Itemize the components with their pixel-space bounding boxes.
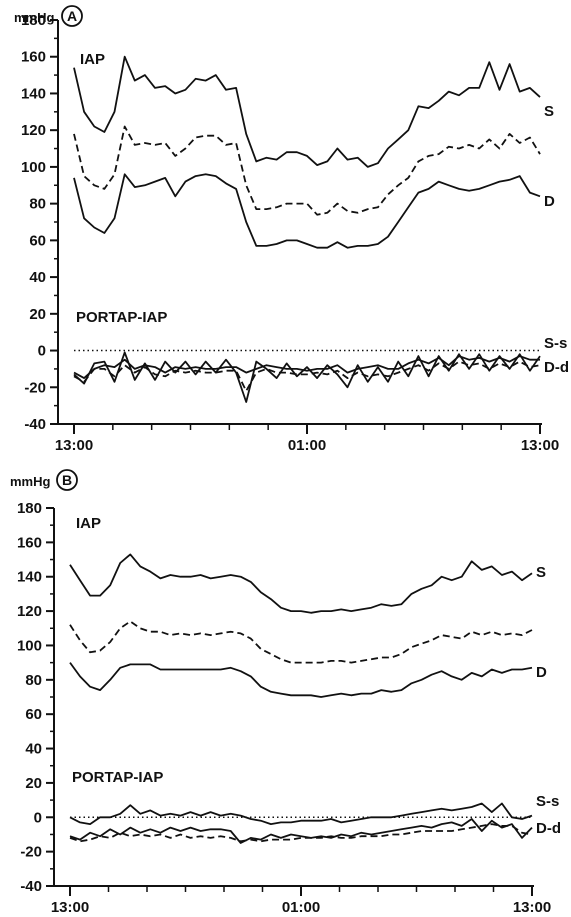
series-label-s-s: S-s — [544, 335, 567, 352]
iap-label: IAP — [80, 51, 105, 68]
series-line-dashed-4 — [73, 360, 541, 392]
panel-letter: B — [62, 472, 72, 488]
y-tick-label: 100 — [17, 637, 42, 654]
y-unit-label: mmHg — [14, 10, 55, 25]
y-tick-label: 60 — [29, 232, 46, 249]
y-tick-label: 180 — [17, 500, 42, 517]
y-tick-label: 120 — [17, 603, 42, 620]
portap-iap-label: PORTAP-IAP — [72, 769, 163, 786]
y-tick-label: 40 — [25, 741, 42, 758]
chart-panel-b: mmHg B 180 160 140 120 100 80 60 40 20 0 -20 -40 13:00… — [10, 469, 561, 916]
series-line-s — [69, 553, 533, 614]
panel-letter: A — [67, 8, 77, 24]
series-line-d — [73, 173, 541, 249]
panel-letter-circle — [61, 5, 83, 27]
series-line-d-d — [69, 818, 533, 844]
series-line-s-s — [69, 802, 533, 825]
series-line-dashed-4 — [69, 823, 533, 843]
x-tick-label: 13:00 — [55, 437, 93, 454]
series-label-d-d: D-d — [536, 820, 561, 837]
y-unit-label: mmHg — [10, 474, 51, 489]
series-line-dashed-1 — [69, 620, 533, 664]
y-tick-label: 140 — [17, 569, 42, 586]
y-tick-label: 180 — [21, 12, 46, 29]
series-label-d: D — [536, 664, 547, 681]
series-label-d: D — [544, 193, 555, 210]
y-tick-label: 160 — [17, 534, 42, 551]
portap-iap-label: PORTAP-IAP — [76, 309, 167, 326]
iap-label: IAP — [76, 515, 101, 532]
panel-letter-circle — [56, 469, 78, 491]
chart-panel-a: mmHg A 180 160 140 120 100 80 60 40 20 0 -20 -40 13:00… — [14, 5, 569, 454]
y-tick-label: 80 — [29, 196, 46, 213]
y-tick-label: 60 — [25, 706, 42, 723]
y-tick-label: 0 — [38, 343, 46, 360]
x-tick-label: 01:00 — [288, 437, 326, 454]
y-tick-label: 0 — [34, 809, 42, 826]
x-tick-label: 13:00 — [521, 437, 559, 454]
y-tick-label: 100 — [21, 159, 46, 176]
x-tick-label: 01:00 — [282, 899, 320, 916]
y-tick-label: -40 — [24, 416, 46, 433]
y-tick-label: -20 — [20, 844, 42, 861]
y-tick-label: -40 — [20, 878, 42, 895]
series-line-s-s — [73, 355, 540, 380]
series-label-s: S — [536, 564, 546, 581]
y-tick-label: 120 — [21, 122, 46, 139]
y-tick-label: 20 — [25, 775, 42, 792]
series-label-s: S — [544, 103, 554, 120]
series-line-d — [69, 662, 533, 698]
x-tick-label: 13:00 — [51, 899, 89, 916]
series-line-s — [73, 55, 541, 168]
y-tick-label: 40 — [29, 269, 46, 286]
series-label-d-d: D-d — [544, 359, 569, 376]
series-line-dashed-1 — [73, 125, 541, 216]
y-tick-label: 80 — [25, 672, 42, 689]
y-tick-label: -20 — [24, 379, 46, 396]
x-tick-label: 13:00 — [513, 899, 551, 916]
y-tick-label: 140 — [21, 85, 46, 102]
series-label-s-s: S-s — [536, 793, 559, 810]
y-tick-label: 160 — [21, 49, 46, 66]
series-line-d-d — [73, 351, 541, 403]
y-tick-label: 20 — [29, 306, 46, 323]
